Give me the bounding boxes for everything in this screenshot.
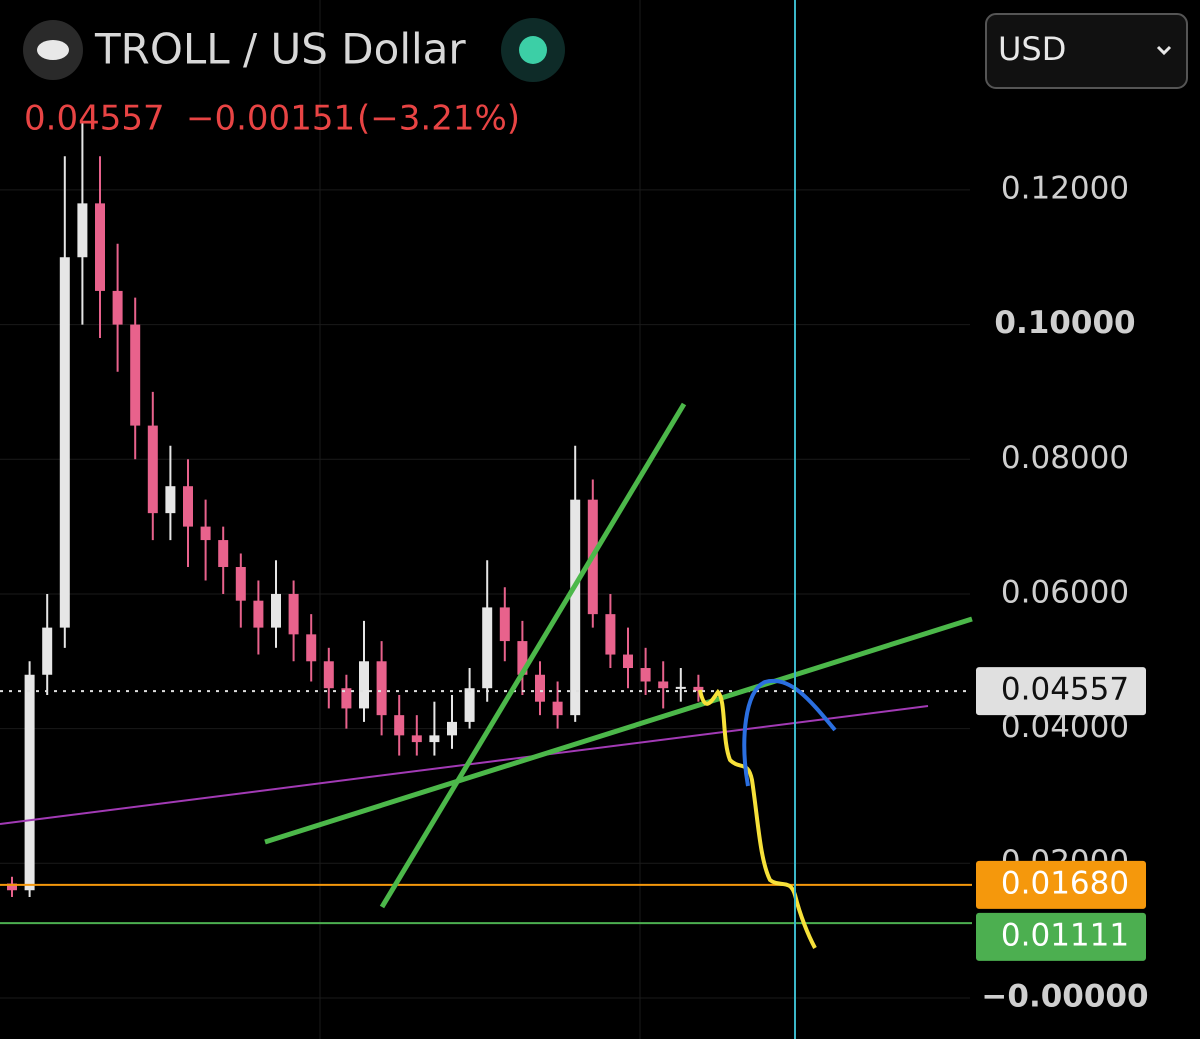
candle-body [7,883,17,891]
candle-body [640,668,651,682]
candle-body [341,688,352,709]
y-tick-label: −0.00000 [981,978,1148,1014]
candle-body [482,607,493,689]
y-tick-label: 0.10000 [994,305,1135,341]
candle-body [130,324,141,426]
candle-body [147,425,158,514]
candle-body [447,721,457,736]
candles [7,122,704,897]
trend-line [379,402,687,909]
axis-labels: 0.120000.100000.080000.060000.040000.020… [976,170,1149,1014]
candle-body [675,686,686,689]
candle-body [605,614,616,655]
candle-body [570,499,581,716]
price-lines [0,690,972,925]
candle-body [535,674,545,702]
candle-body [623,654,633,669]
projection [742,678,837,787]
candle-body [464,688,475,722]
candle-body [394,715,405,736]
price-label-box [976,860,1146,909]
candle-body [165,486,176,514]
candle-body [271,593,281,628]
y-tick-label: 0.12000 [1001,170,1129,206]
candle-body [499,607,510,642]
price-label: 0.01111 [1001,917,1129,953]
candle-body [253,600,264,628]
candle-body [235,567,246,601]
candle-body [658,681,669,689]
y-tick-label: 0.06000 [1001,574,1129,610]
currency-select[interactable] [985,13,1188,89]
price-label-box [976,912,1146,961]
candle-body [323,661,334,689]
trend-line [0,705,929,825]
y-tick-label: 0.08000 [1001,440,1129,476]
candle-body [95,203,105,291]
price-label-box [976,667,1146,716]
candle-body [376,661,387,716]
candle-body [517,641,528,675]
candle-body [77,203,88,258]
currency-label: USD [998,30,1066,68]
candle-body [112,290,123,325]
candle-body [42,627,53,675]
candle-body [183,486,193,527]
candle-body [200,526,211,541]
symbol-title: TROLL / US Dollar [94,25,466,74]
dropdown-icon [1156,45,1172,56]
candle-body [429,735,440,743]
candle-body [59,257,70,628]
candle-body [552,701,563,716]
logo-face [37,40,69,60]
price-label: 0.04557 [1001,672,1129,708]
status-dot [519,36,547,64]
last-price: 0.04557 [24,99,165,139]
change-pct: (−3.21%) [357,99,520,139]
candle-body [306,634,317,662]
grid [0,189,970,999]
y-tick-label: 0.04000 [1001,709,1129,745]
trend-line [264,616,973,845]
candle-body [359,661,369,709]
change: −0.00151 [186,99,355,139]
candle-body [218,540,229,568]
candle-body [24,674,35,891]
price-label: 0.01680 [1001,865,1129,901]
candle-body [411,735,422,743]
candle-body [693,686,704,692]
candle-body [288,593,299,635]
